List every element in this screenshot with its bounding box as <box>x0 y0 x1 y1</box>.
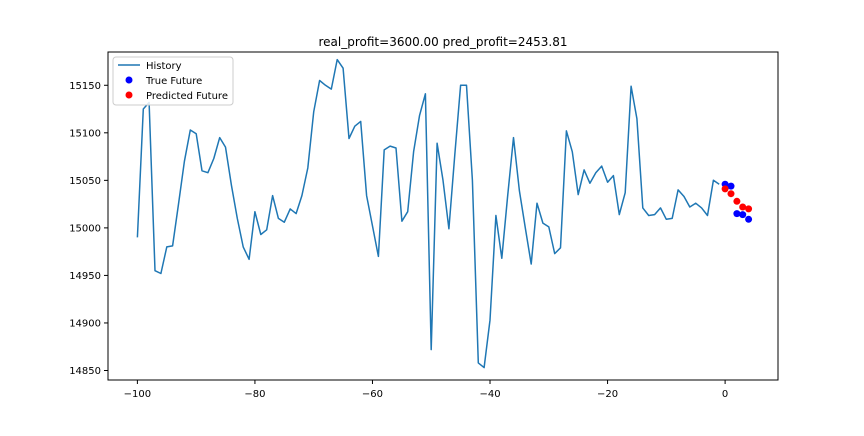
predicted-future-point <box>727 190 735 198</box>
y-tick-label: 15050 <box>69 176 101 187</box>
predicted-future-point <box>739 203 747 211</box>
x-tick-label: −80 <box>244 389 265 400</box>
y-tick-label: 14850 <box>69 366 101 377</box>
predicted-future-point <box>721 185 729 193</box>
legend-true-future-swatch <box>125 76 133 84</box>
legend-box <box>112 56 234 106</box>
y-tick-label: 15100 <box>69 128 101 139</box>
x-tick-label: −100 <box>124 389 151 400</box>
predicted-future-point <box>745 205 753 213</box>
plot-frame <box>107 51 779 381</box>
legend-true-future-label: True Future <box>145 76 202 87</box>
history-line <box>136 58 720 369</box>
y-tick-label: 15000 <box>69 223 101 234</box>
predicted-future-point <box>733 197 741 205</box>
x-tick-label: −40 <box>479 389 500 400</box>
legend-predicted-future-swatch <box>125 91 133 99</box>
true-future-point <box>733 210 741 218</box>
y-tick-label: 14950 <box>69 271 101 282</box>
y-axis: 14850 14900 14950 15000 15050 15100 15150 <box>69 81 108 377</box>
legend: History True Future Predicted Future <box>112 56 234 106</box>
x-tick-label: −60 <box>362 389 383 400</box>
legend-history-label: History <box>146 61 182 72</box>
chart-title: real_profit=3600.00 pred_profit=2453.81 <box>319 35 568 49</box>
x-axis: −100 −80 −60 −40 −20 0 <box>124 380 728 400</box>
legend-predicted-future-label: Predicted Future <box>146 91 228 102</box>
y-tick-label: 14900 <box>69 318 101 329</box>
plot-area <box>136 58 753 369</box>
x-tick-label: −20 <box>597 389 618 400</box>
x-tick-label: 0 <box>722 389 728 400</box>
true-future-point <box>727 182 735 190</box>
true-future-point <box>745 215 753 223</box>
y-tick-label: 15150 <box>69 81 101 92</box>
true-future-point <box>739 211 747 219</box>
